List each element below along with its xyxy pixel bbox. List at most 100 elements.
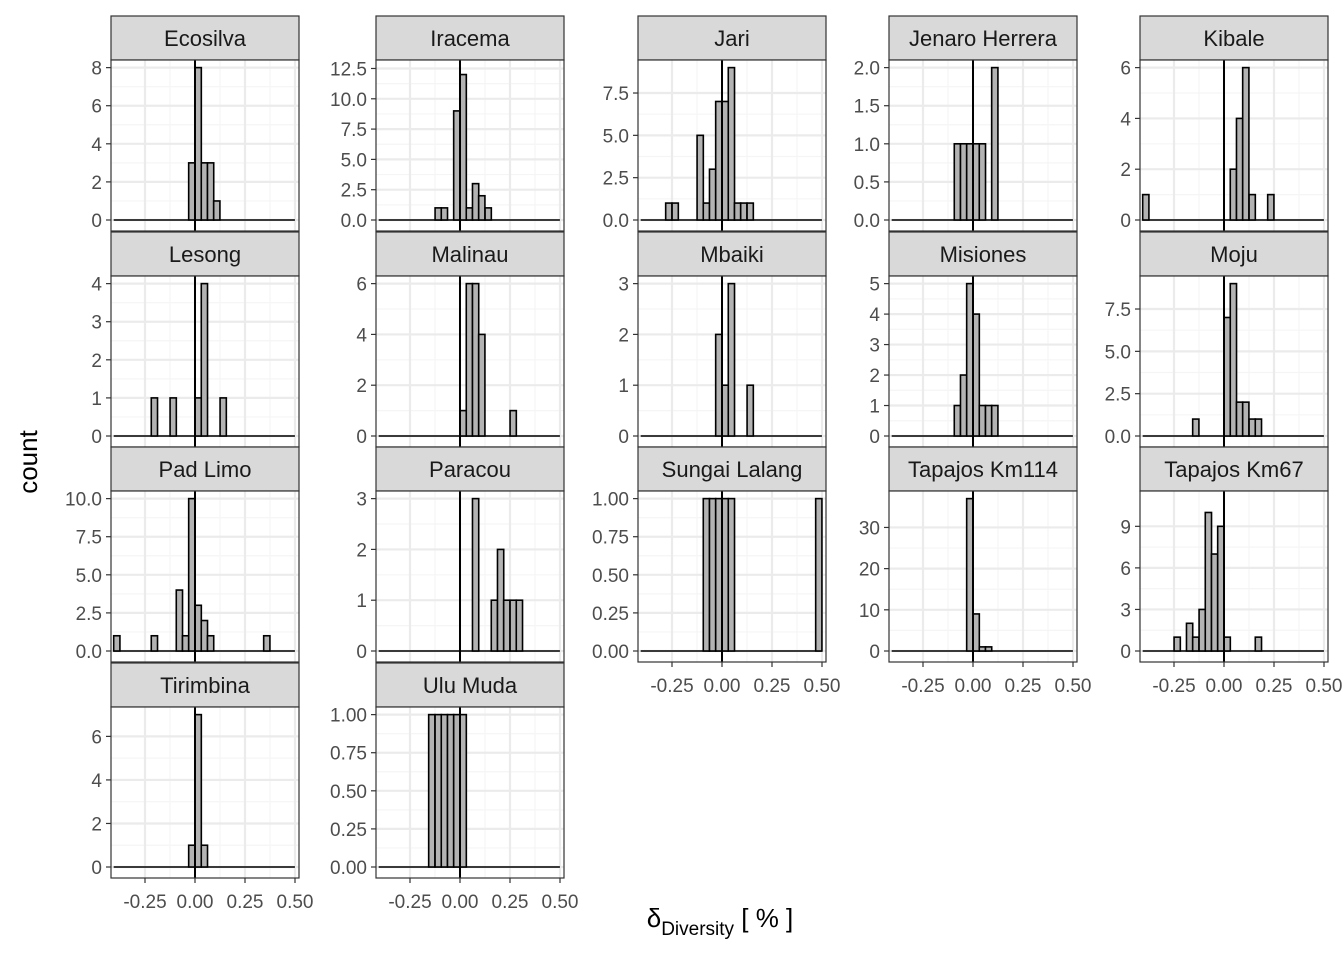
y-tick-label: 1 — [869, 397, 880, 418]
histogram-bar — [1254, 418, 1263, 437]
histogram-bar — [990, 66, 999, 221]
histogram-bar — [206, 162, 215, 221]
histogram-bar — [990, 404, 999, 437]
histogram-bar — [721, 384, 730, 437]
y-tick-label: 30 — [859, 518, 880, 539]
histogram-bar — [746, 202, 755, 221]
histogram-bar — [727, 497, 736, 652]
histogram-bar — [1241, 66, 1250, 221]
y-tick-label: 9 — [1120, 517, 1131, 538]
histogram-bar — [708, 497, 717, 652]
facet-ecosilva: Ecosilva 0 2 4 6 8 — [91, 15, 300, 232]
histogram-bar — [1248, 193, 1257, 221]
x-tick-label: 0.50 — [1055, 676, 1092, 697]
y-tick-label: 2 — [356, 376, 367, 397]
facet-kibale: Kibale 0 2 4 6 — [1120, 15, 1329, 232]
histogram-bar — [262, 634, 271, 652]
facet-sungai-lalang: Sungai Lalang 0.00 0.25 0.50 0.75 1.00 -0.25 0.… — [592, 446, 840, 697]
facet-misiones: Misiones 0 1 2 3 4 5 — [869, 231, 1078, 448]
panel-border-pad-limo — [110, 490, 300, 663]
strip-label-tirimbina: Tirimbina — [160, 673, 250, 698]
strip-tapajos-km67 — [1139, 446, 1329, 492]
histogram-bar — [1204, 511, 1213, 652]
facet-jenaro-herrera: Jenaro Herrera 0.0 0.5 1.0 1.5 2.0 — [854, 15, 1078, 232]
histogram-bar — [1198, 608, 1207, 652]
histogram-bar — [696, 134, 705, 221]
panel-border-jenaro-herrera — [888, 59, 1078, 232]
histogram-bar — [459, 409, 468, 437]
histogram-bar — [959, 143, 968, 221]
histogram-bar — [446, 713, 455, 868]
y-tick-label: 10.0 — [65, 490, 102, 511]
facet-moju: Moju 0.0 2.5 5.0 7.5 — [1105, 231, 1329, 448]
x-tick-label: -0.25 — [123, 892, 166, 913]
panel-border-tapajos-km114 — [888, 490, 1078, 663]
y-tick-label: 7.5 — [603, 84, 629, 105]
histogram-bar — [200, 162, 209, 221]
strip-label-iracema: Iracema — [430, 26, 510, 51]
facet-paracou: Paracou 0 1 2 3 — [356, 446, 565, 663]
panel-border-tirimbina — [110, 706, 300, 879]
y-tick-label: 3 — [1120, 600, 1131, 621]
y-tick-label: 2 — [91, 351, 102, 372]
y-tick-label: 2.0 — [854, 59, 880, 80]
strip-kibale — [1139, 15, 1329, 61]
y-tick-label: 0.00 — [592, 642, 629, 663]
histogram-bar — [1223, 636, 1232, 652]
strip-label-ulu-muda: Ulu Muda — [423, 673, 518, 698]
y-tick-label: 2 — [91, 173, 102, 194]
strip-label-mbaiki: Mbaiki — [700, 242, 764, 267]
x-tick-label: 0.25 — [754, 676, 791, 697]
facet-iracema: Iracema 0.0 2.5 5.0 7.5 10.0 12.5 — [330, 15, 565, 232]
y-tick-label: 6 — [356, 275, 367, 296]
y-tick-label: 4 — [91, 275, 102, 296]
panel-bg-tapajos-km67 — [1140, 491, 1328, 662]
strip-label-kibale: Kibale — [1203, 26, 1264, 51]
histogram-bar — [972, 143, 981, 221]
y-tick-label: 6 — [91, 97, 102, 118]
x-tick-label: 0.00 — [442, 892, 479, 913]
histogram-bar — [965, 282, 974, 437]
y-tick-label: 0.0 — [341, 211, 367, 232]
y-tick-label: 0 — [91, 427, 102, 448]
x-tick-label: 0.25 — [492, 892, 529, 913]
panel-bg-tapajos-km114 — [889, 491, 1077, 662]
histogram-bar — [200, 844, 209, 868]
y-tick-label: 5.0 — [341, 150, 367, 171]
histogram-bar — [194, 713, 203, 868]
y-tick-label: 1.5 — [854, 97, 880, 118]
y-tick-label: 2 — [869, 366, 880, 387]
y-tick-label: 4 — [1120, 109, 1131, 130]
y-axis-title: count — [13, 429, 43, 493]
y-tick-label: 0.25 — [592, 604, 629, 625]
histogram-bar — [733, 202, 742, 221]
y-tick-label: 7.5 — [76, 528, 102, 549]
histogram-bar — [708, 168, 717, 221]
y-tick-label: 1 — [356, 591, 367, 612]
strip-ecosilva — [110, 15, 300, 61]
histogram-bar — [477, 194, 486, 221]
histogram-bar — [440, 207, 449, 221]
histogram-bar — [459, 713, 468, 868]
panel-border-ecosilva — [110, 59, 300, 232]
histogram-bar — [434, 207, 443, 221]
histogram-bar — [484, 207, 493, 221]
histogram-bar — [965, 143, 974, 221]
strip-label-jenaro-herrera: Jenaro Herrera — [909, 26, 1058, 51]
y-tick-label: 0.0 — [854, 211, 880, 232]
strip-jenaro-herrera — [888, 15, 1078, 61]
histogram-bar — [972, 613, 981, 652]
strip-lesong — [110, 231, 300, 277]
y-tick-label: 0.75 — [592, 528, 629, 549]
histogram-bar — [714, 100, 723, 221]
facet-pad-limo: Pad Limo 0.0 2.5 5.0 7.5 10.0 — [65, 446, 300, 663]
histogram-bar — [984, 404, 993, 437]
y-tick-label: 3 — [869, 336, 880, 357]
histogram-bar — [496, 548, 505, 652]
histogram-bar — [465, 282, 474, 437]
histogram-bar — [1254, 636, 1263, 652]
facet-malinau: Malinau 0 2 4 6 — [356, 231, 565, 448]
panel-bg-iracema — [376, 60, 564, 231]
